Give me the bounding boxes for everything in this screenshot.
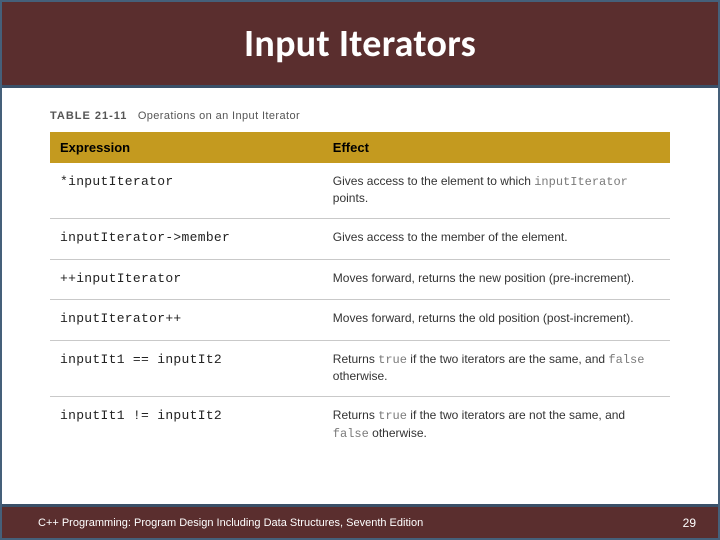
col-header-effect: Effect	[323, 132, 670, 163]
effect-cell: Gives access to the member of the elemen…	[323, 219, 670, 260]
table-number: TABLE 21-11	[50, 110, 127, 122]
table-row: inputIterator->member Gives access to th…	[50, 219, 670, 260]
operations-table: Expression Effect *inputIterator Gives a…	[50, 132, 670, 454]
col-header-expression: Expression	[50, 132, 323, 163]
table-header-row: Expression Effect	[50, 132, 670, 163]
expr-cell: inputIterator->member	[60, 230, 230, 245]
effect-cell: Moves forward, returns the old position …	[323, 300, 670, 341]
page-number: 29	[683, 516, 696, 530]
expr-cell: ++inputIterator	[60, 271, 182, 286]
table-row: ++inputIterator Moves forward, returns t…	[50, 259, 670, 300]
effect-cell: Moves forward, returns the new position …	[323, 259, 670, 300]
expr-cell: inputIt1 != inputIt2	[60, 408, 222, 423]
title-bar: Input Iterators	[2, 2, 718, 88]
content-area: TABLE 21-11 Operations on an Input Itera…	[2, 88, 718, 504]
table-caption-text: Operations on an Input Iterator	[138, 110, 300, 122]
effect-cell: Gives access to the element to which inp…	[323, 163, 670, 219]
table-row: inputIt1 != inputIt2 Returns true if the…	[50, 397, 670, 454]
slide-title: Input Iterators	[244, 21, 476, 67]
table-caption: TABLE 21-11 Operations on an Input Itera…	[50, 110, 670, 122]
slide: Input Iterators TABLE 21-11 Operations o…	[2, 2, 718, 538]
table-row: *inputIterator Gives access to the eleme…	[50, 163, 670, 219]
effect-cell: Returns true if the two iterators are th…	[323, 341, 670, 397]
expr-cell: inputIt1 == inputIt2	[60, 352, 222, 367]
footer-text: C++ Programming: Program Design Includin…	[38, 517, 423, 529]
footer-bar: C++ Programming: Program Design Includin…	[2, 504, 718, 538]
effect-cell: Returns true if the two iterators are no…	[323, 397, 670, 454]
expr-cell: *inputIterator	[60, 174, 173, 189]
table-row: inputIt1 == inputIt2 Returns true if the…	[50, 341, 670, 397]
table-row: inputIterator++ Moves forward, returns t…	[50, 300, 670, 341]
expr-cell: inputIterator++	[60, 311, 182, 326]
